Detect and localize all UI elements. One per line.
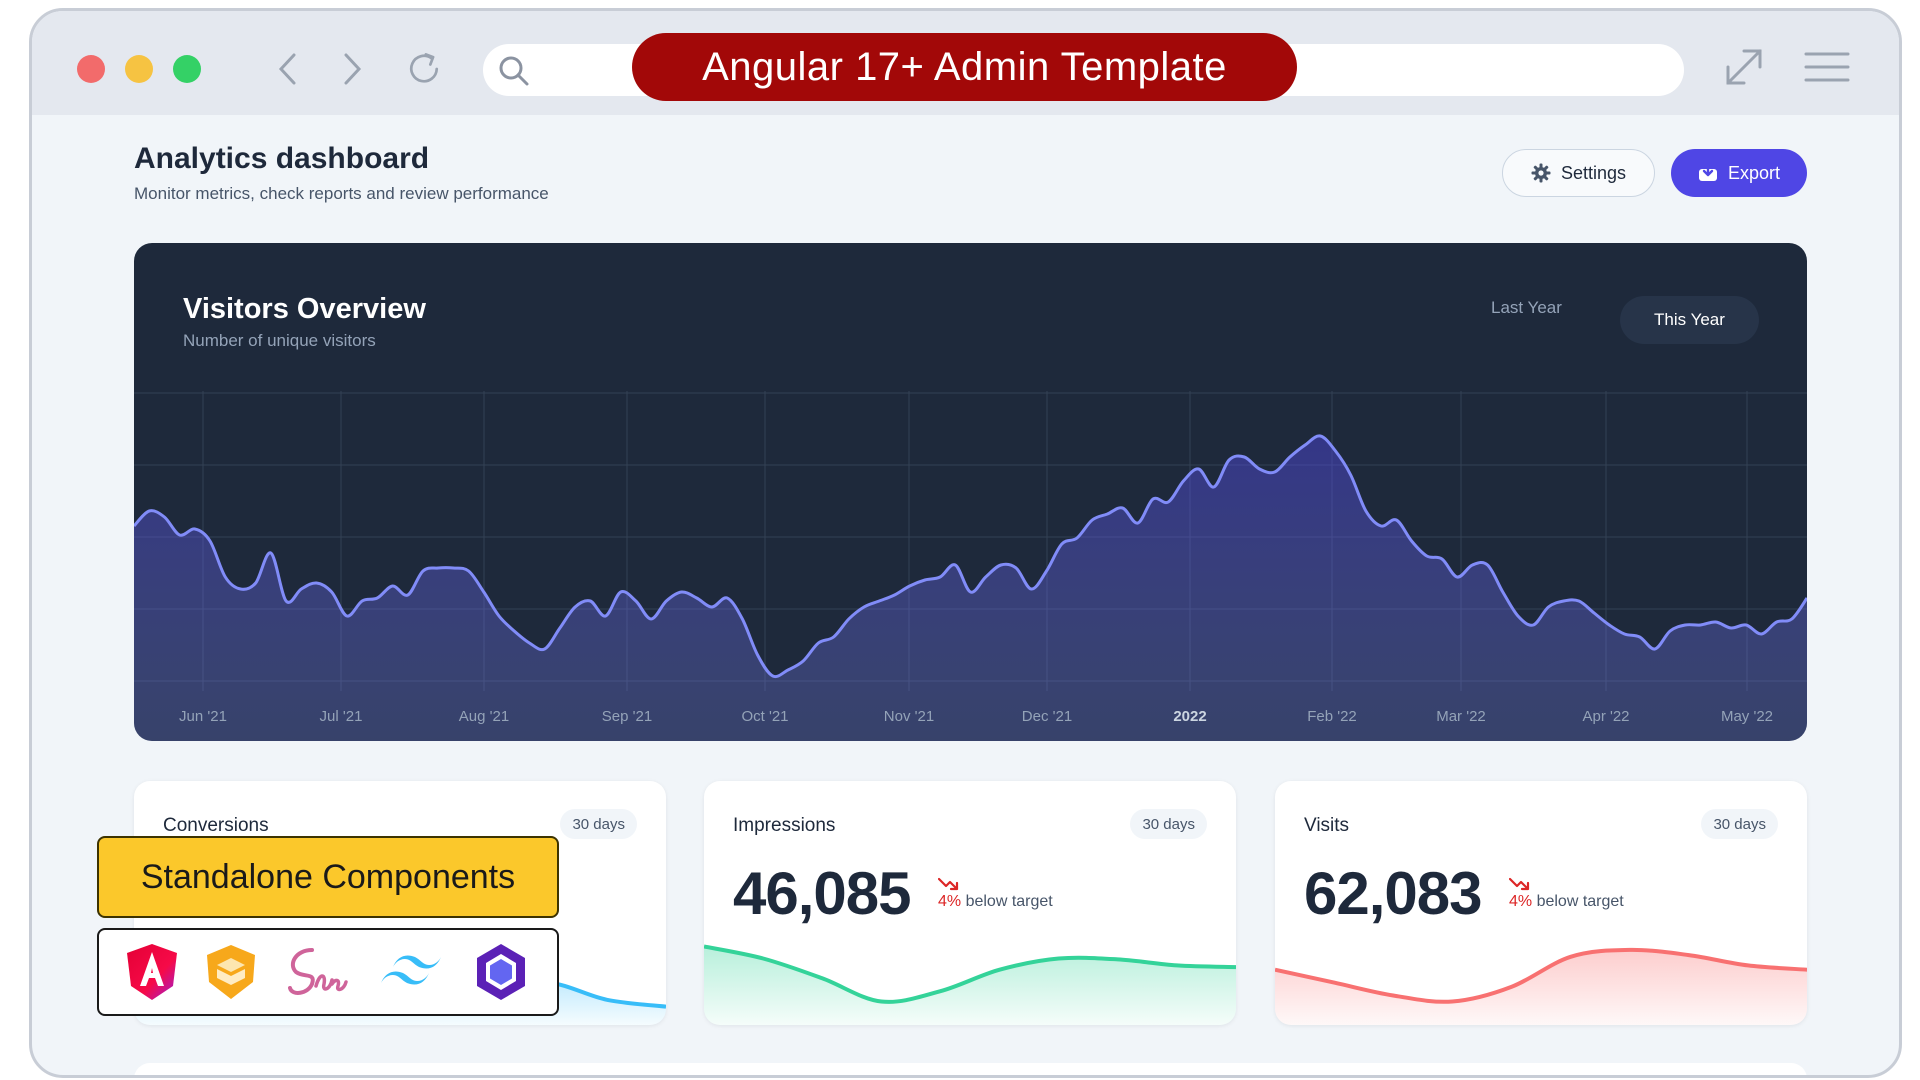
settings-label: Settings: [1560, 162, 1627, 183]
expand-icon[interactable]: [1722, 45, 1766, 94]
visits-trend-pct: 4%: [1509, 893, 1533, 910]
x-tick-label: Jun '21: [179, 708, 227, 725]
minimize-window-dot[interactable]: [125, 55, 153, 83]
page-subtitle: Monitor metrics, check reports and revie…: [134, 184, 549, 203]
impressions-trend-pct: 4%: [938, 893, 962, 910]
sparkline-line: [1275, 947, 1807, 1004]
ionic-shield-logo-icon: [203, 942, 259, 1002]
close-window-dot[interactable]: [77, 55, 105, 83]
chart-subtitle: Number of unique visitors: [183, 331, 376, 350]
x-tick-label: Aug '21: [459, 708, 509, 725]
x-tick-label: 2022: [1173, 708, 1206, 725]
toggle-this-year[interactable]: This Year: [1620, 296, 1759, 344]
trend-down-icon: [1509, 877, 1530, 891]
tech-logos-strip: [97, 928, 559, 1016]
impressions-period-badge: 30 days: [1130, 809, 1207, 839]
impressions-card: Impressions 30 days 46,085 4% below targ…: [704, 781, 1236, 1025]
impressions-trend-text: below target: [965, 893, 1053, 910]
x-tick-label: Feb '22: [1307, 708, 1357, 725]
sparkline-area: [704, 946, 1236, 1025]
angular-logo-icon: [124, 942, 180, 1002]
settings-button[interactable]: Settings: [1502, 149, 1655, 197]
visits-label: Visits: [1304, 815, 1350, 836]
visits-sparkline: [1275, 947, 1807, 1025]
impressions-trend: 4% below target: [938, 877, 1053, 911]
tailwind-logo-icon: [375, 947, 447, 997]
browser-toolbar: Angular 17+ Admin Template: [32, 11, 1899, 115]
export-icon: [1698, 163, 1717, 181]
visits-value: 62,083: [1304, 860, 1483, 927]
visits-trend-text: below target: [1536, 893, 1624, 910]
sparkline-line: [704, 944, 1236, 1004]
visits-card: Visits 30 days 62,083 4% below target: [1275, 781, 1807, 1025]
export-button[interactable]: Export: [1671, 149, 1807, 197]
impressions-value: 46,085: [733, 860, 912, 927]
visits-period-badge: 30 days: [1701, 809, 1778, 839]
sass-logo-icon: [282, 942, 352, 1002]
gear-icon: [1531, 163, 1551, 183]
search-icon: [497, 54, 531, 93]
x-tick-label: May '22: [1721, 708, 1773, 725]
visitors-overview-card: Visitors Overview Number of unique visit…: [134, 243, 1807, 741]
x-tick-label: Sep '21: [602, 708, 652, 725]
impressions-label: Impressions: [733, 815, 836, 836]
sparkline-area: [1275, 949, 1807, 1025]
ngrx-hexagon-logo-icon: [470, 941, 532, 1003]
back-arrow-icon[interactable]: [268, 49, 308, 89]
toggle-last-year[interactable]: Last Year: [1491, 298, 1562, 317]
visitors-area-chart: Jun '21 Jul '21 Aug '21 Sep '21 Oct '21 Nov '…: [134, 391, 1807, 741]
trend-down-icon: [938, 877, 959, 891]
x-tick-label: Dec '21: [1022, 708, 1072, 725]
x-tick-label: Apr '22: [1582, 708, 1629, 725]
conversions-period-badge: 30 days: [560, 809, 637, 839]
x-tick-label: Jul '21: [320, 708, 363, 725]
impressions-sparkline: [704, 944, 1236, 1025]
visitors-area: [134, 435, 1807, 741]
export-label: Export: [1727, 162, 1781, 183]
standalone-components-banner: Standalone Components: [97, 836, 559, 918]
chart-title: Visitors Overview: [183, 293, 426, 325]
hamburger-menu-icon[interactable]: [1804, 51, 1850, 88]
template-title-banner: Angular 17+ Admin Template: [632, 33, 1297, 101]
x-tick-label: Mar '22: [1436, 708, 1486, 725]
x-tick-label: Nov '21: [884, 708, 934, 725]
x-tick-label: Oct '21: [741, 708, 788, 725]
visits-trend: 4% below target: [1509, 877, 1624, 911]
page-title: Analytics dashboard: [134, 142, 430, 175]
reload-icon[interactable]: [404, 49, 444, 89]
next-card-edge: [134, 1063, 1807, 1075]
forward-arrow-icon[interactable]: [332, 49, 372, 89]
maximize-window-dot[interactable]: [173, 55, 201, 83]
visitors-line: [134, 434, 1807, 679]
conversions-label: Conversions: [163, 815, 269, 836]
